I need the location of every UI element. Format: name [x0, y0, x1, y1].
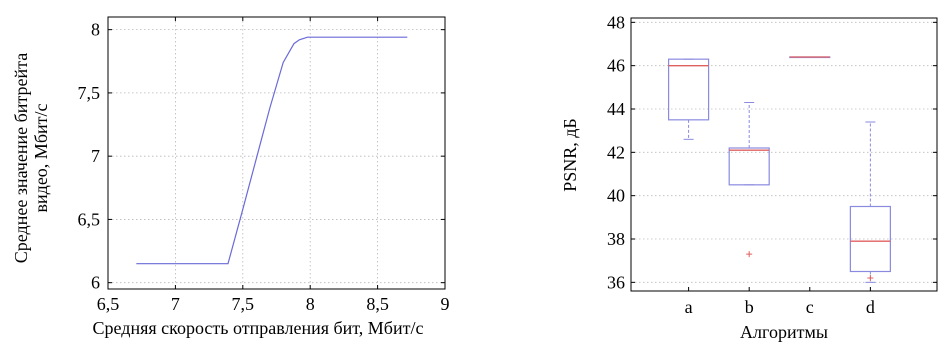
series-line	[136, 36, 408, 265]
box-c	[789, 56, 831, 59]
x-tick-label: 7,5	[232, 294, 255, 314]
y-tick-label: 46	[607, 56, 625, 76]
y-tick-label: 7,5	[78, 83, 101, 103]
y-tick-label: 6	[91, 273, 100, 293]
x-tick-labels: 6,5 7 7,5 8 8,5 9	[97, 294, 450, 314]
y-tick-labels: 6 6,5 7 7,5 8	[78, 20, 101, 293]
box-d	[849, 121, 891, 283]
y-tick-label: 40	[607, 186, 625, 206]
y-tick-label: 36	[607, 272, 625, 292]
y-axis-label-line-1: Среднее значение битрейта	[11, 53, 31, 263]
outlier-marker	[867, 275, 874, 281]
y-axis-label: PSNR, дБ	[560, 118, 580, 192]
x-axis-label: Алгоритмы	[740, 322, 828, 342]
y-tick-label: 48	[607, 12, 625, 32]
gridlines	[631, 21, 937, 291]
x-tick-label: 9	[441, 294, 450, 314]
outlier-marker	[746, 251, 753, 258]
x-tick-label: 8	[306, 294, 315, 314]
iqr-box	[728, 147, 770, 186]
x-tick-label: 7	[171, 294, 180, 314]
y-tick-label: 42	[607, 142, 625, 162]
x-tick-label: 8,5	[366, 294, 389, 314]
bitrate-line-chart: 6,5 7 7,5 8 8,5 9 66,577,58 Средняя скорость …	[11, 16, 450, 338]
y-tick-label: 7	[91, 146, 100, 166]
psnr-box-chart: 36 38 40 42 44 46 48 a b c d PSNR, дБ Алгоритмы	[560, 12, 938, 342]
y-tick-label: 44	[607, 99, 625, 119]
y-tick-label: 6,5	[78, 209, 101, 229]
category-label-d: d	[866, 297, 875, 317]
plot-area-frame	[107, 16, 446, 290]
gridlines	[107, 17, 446, 289]
y-axis-label-line-2: видео, Мбит/с	[31, 104, 51, 213]
y-tick-label: 38	[607, 229, 625, 249]
category-labels: a b c d	[685, 297, 875, 317]
plot-area-frame	[630, 17, 938, 292]
box-b	[728, 102, 770, 258]
iqr-box	[667, 58, 710, 121]
category-label-a: a	[685, 297, 693, 317]
iqr-box	[849, 205, 891, 273]
y-tick-label: 8	[91, 20, 100, 40]
box-plots	[667, 56, 891, 283]
category-label-c: c	[806, 297, 814, 317]
x-tick-label: 6,5	[97, 294, 120, 314]
y-tick-labels: 36 38 40 42 44 46 48	[607, 12, 625, 292]
x-axis-label: Средняя скорость отправления бит, Мбит/с	[93, 318, 424, 338]
box-a	[667, 58, 710, 140]
category-label-b: b	[745, 297, 754, 317]
